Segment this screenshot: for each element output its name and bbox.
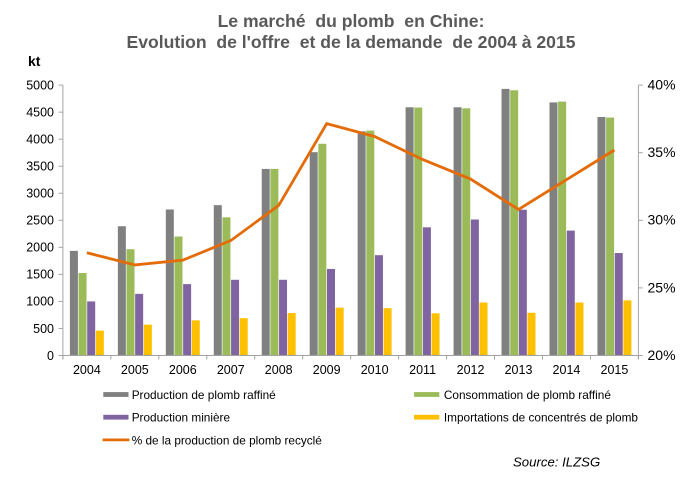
svg-text:Production minière: Production minière <box>132 411 231 425</box>
svg-text:1000: 1000 <box>26 295 54 309</box>
svg-text:40%: 40% <box>648 77 676 93</box>
svg-text:Le marché du plomb en Chine:: Le marché du plomb en Chine: <box>218 11 485 31</box>
svg-text:20%: 20% <box>648 347 676 363</box>
svg-text:2008: 2008 <box>265 363 293 377</box>
svg-text:500: 500 <box>33 322 54 336</box>
svg-text:5000: 5000 <box>26 78 54 92</box>
svg-text:2000: 2000 <box>26 241 54 255</box>
svg-text:2006: 2006 <box>169 363 197 377</box>
svg-text:2011: 2011 <box>409 363 436 377</box>
svg-text:1500: 1500 <box>26 268 54 282</box>
svg-text:Evolution de l'offre et de l: Evolution de l'offre et de la demande de… <box>126 32 575 52</box>
svg-text:25%: 25% <box>648 279 676 295</box>
svg-text:4000: 4000 <box>26 132 54 146</box>
svg-text:Source: ILZSG: Source: ILZSG <box>513 455 600 470</box>
svg-text:35%: 35% <box>648 144 676 160</box>
svg-text:2009: 2009 <box>313 363 341 377</box>
svg-text:kt: kt <box>28 53 41 69</box>
svg-text:Production de plomb raffiné: Production de plomb raffiné <box>132 388 276 402</box>
svg-text:2012: 2012 <box>457 363 485 377</box>
svg-text:2014: 2014 <box>553 363 581 377</box>
svg-text:Consommation de plomb raffiné: Consommation de plomb raffiné <box>444 388 611 402</box>
svg-text:2010: 2010 <box>361 363 389 377</box>
svg-text:3000: 3000 <box>26 187 54 201</box>
svg-text:2005: 2005 <box>121 363 149 377</box>
svg-text:2500: 2500 <box>26 214 54 228</box>
svg-text:2007: 2007 <box>217 363 245 377</box>
svg-text:30%: 30% <box>648 212 676 228</box>
svg-text:2015: 2015 <box>601 363 629 377</box>
svg-text:0: 0 <box>47 349 54 363</box>
svg-text:% de la production de plomb re: % de la production de plomb recyclé <box>132 433 323 447</box>
svg-text:2004: 2004 <box>73 363 101 377</box>
svg-text:2013: 2013 <box>505 363 533 377</box>
svg-text:3500: 3500 <box>26 160 54 174</box>
svg-text:Importations de concentrés de: Importations de concentrés de plomb <box>444 411 639 425</box>
svg-text:4500: 4500 <box>26 105 54 119</box>
